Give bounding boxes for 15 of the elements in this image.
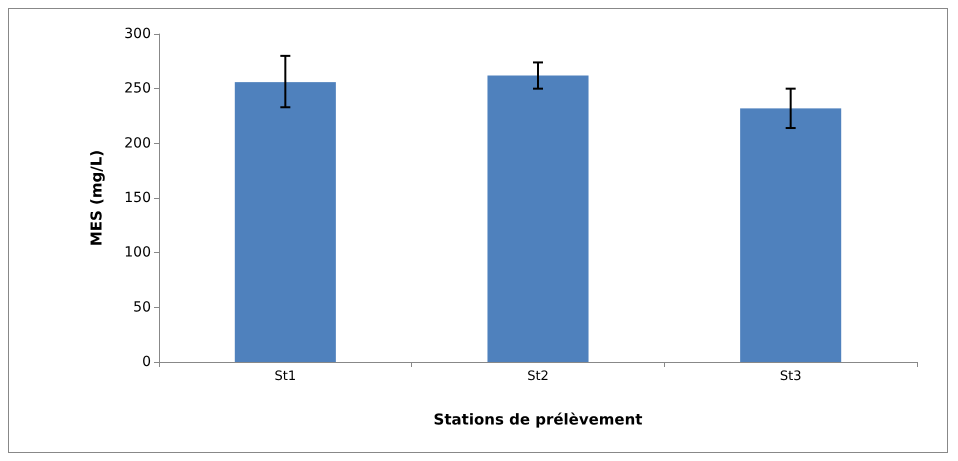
x-tick-label: St1: [274, 369, 296, 384]
x-tick-label: St3: [780, 369, 802, 384]
bar: [234, 82, 336, 362]
y-axis-title: MES (mg/L): [88, 150, 106, 246]
bar: [487, 76, 589, 362]
y-tick-label: 0: [142, 354, 151, 370]
x-axis-title: Stations de prélèvement: [434, 410, 642, 428]
y-tick-label: 300: [124, 26, 151, 42]
y-tick-label: 200: [124, 135, 151, 152]
x-tick-label: St2: [527, 369, 549, 384]
y-tick-label: 250: [124, 80, 151, 97]
bar: [740, 108, 842, 362]
y-tick-label: 50: [133, 299, 151, 316]
y-tick-label: 100: [124, 244, 151, 261]
y-tick-label: 150: [124, 190, 151, 206]
